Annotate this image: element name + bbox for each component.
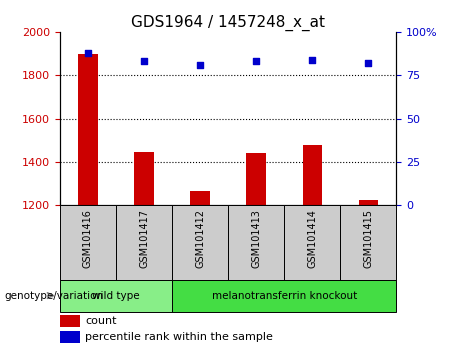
Point [196,62,204,68]
Text: wild type: wild type [92,291,140,301]
Point [140,58,148,64]
Bar [247,153,266,205]
Text: GSM101416: GSM101416 [83,209,93,268]
Bar [190,191,210,205]
Text: percentile rank within the sample: percentile rank within the sample [85,332,273,342]
Text: GSM101415: GSM101415 [363,209,373,268]
Bar [228,205,284,280]
Point [365,60,372,66]
Text: GSM101414: GSM101414 [307,209,317,268]
Text: genotype/variation: genotype/variation [5,291,104,301]
Bar [134,152,154,205]
Text: count: count [85,316,117,326]
Bar [60,315,80,327]
Title: GDS1964 / 1457248_x_at: GDS1964 / 1457248_x_at [131,14,325,30]
Point [84,50,92,56]
Text: GSM101417: GSM101417 [139,209,149,268]
Bar [284,205,340,280]
Text: GSM101413: GSM101413 [251,209,261,268]
Bar [340,205,396,280]
Bar [60,205,116,280]
Bar [302,144,322,205]
Bar [116,205,172,280]
Text: melanotransferrin knockout: melanotransferrin knockout [212,291,357,301]
Point [309,57,316,62]
Bar [172,205,228,280]
Bar [60,331,80,343]
Point [253,58,260,64]
Bar [78,53,98,205]
Text: GSM101412: GSM101412 [195,209,205,268]
Bar [172,280,396,312]
Bar [60,280,172,312]
Bar [359,200,378,205]
